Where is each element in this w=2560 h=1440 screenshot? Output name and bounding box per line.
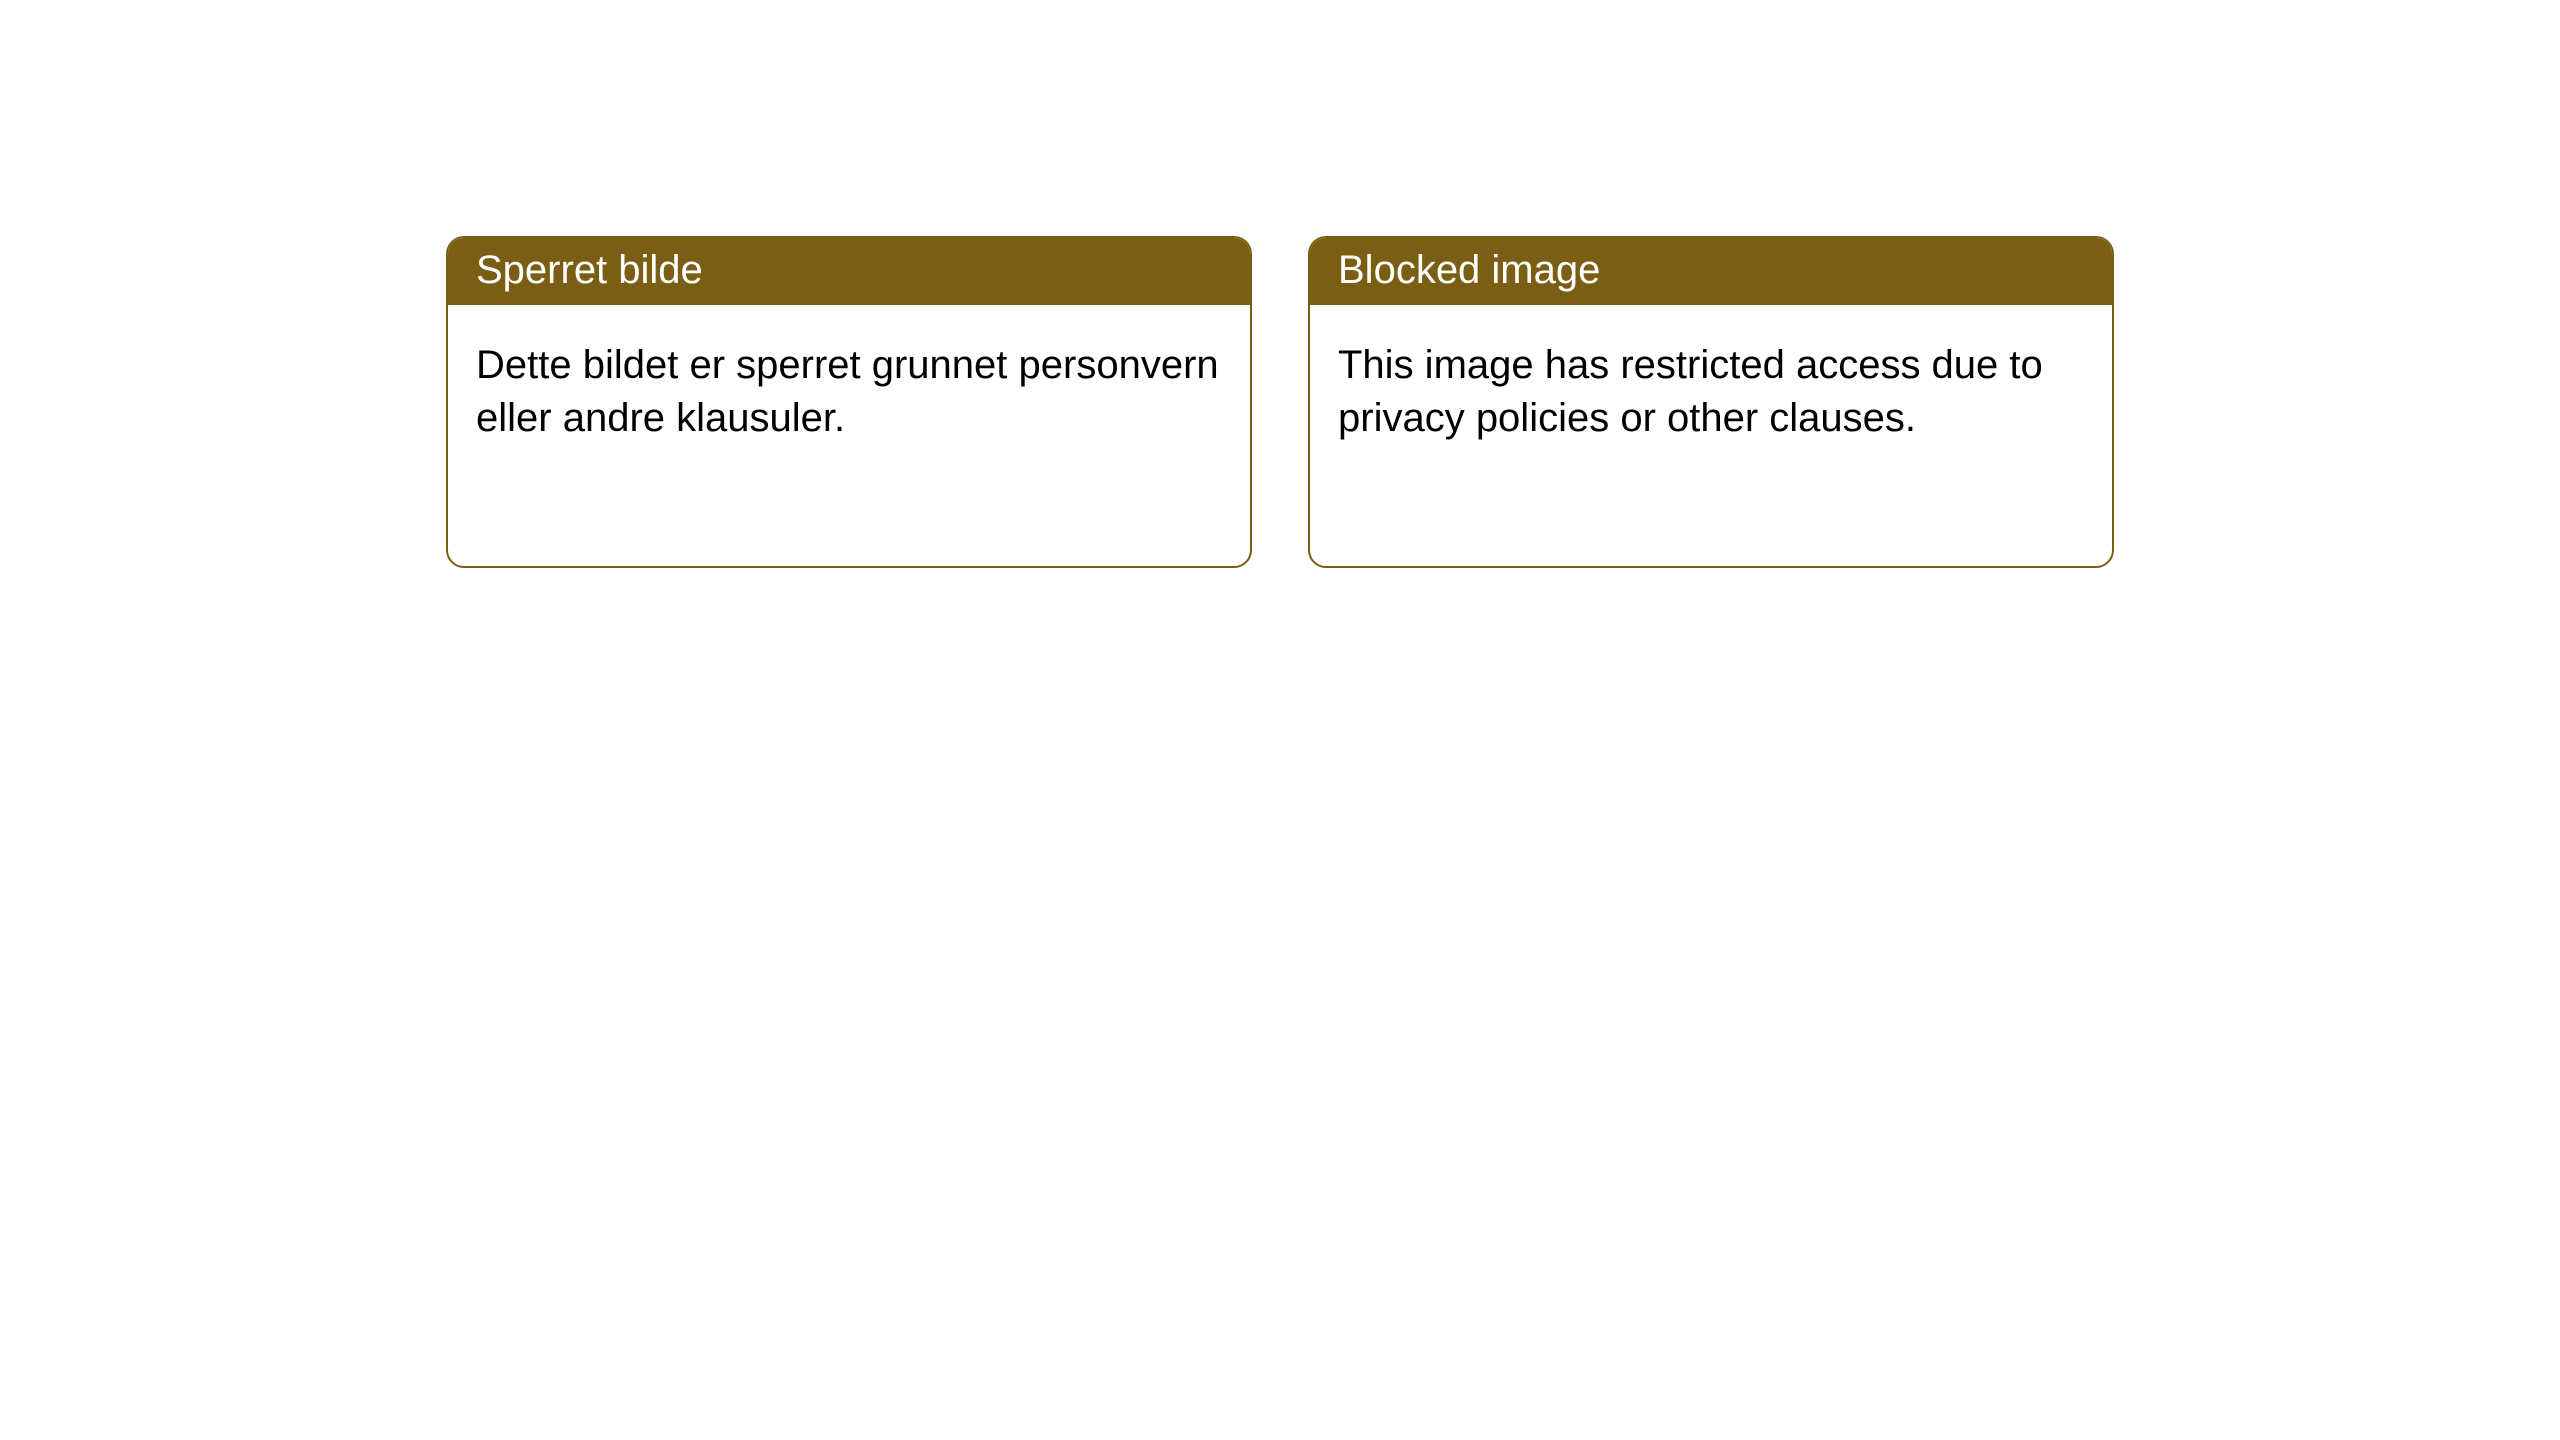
notice-header-no: Sperret bilde	[448, 238, 1250, 305]
notice-body-en: This image has restricted access due to …	[1310, 305, 2112, 479]
notice-header-en: Blocked image	[1310, 238, 2112, 305]
notice-card-no: Sperret bilde Dette bildet er sperret gr…	[446, 236, 1252, 568]
notice-cards-container: Sperret bilde Dette bildet er sperret gr…	[0, 0, 2560, 568]
notice-card-en: Blocked image This image has restricted …	[1308, 236, 2114, 568]
notice-body-no: Dette bildet er sperret grunnet personve…	[448, 305, 1250, 479]
